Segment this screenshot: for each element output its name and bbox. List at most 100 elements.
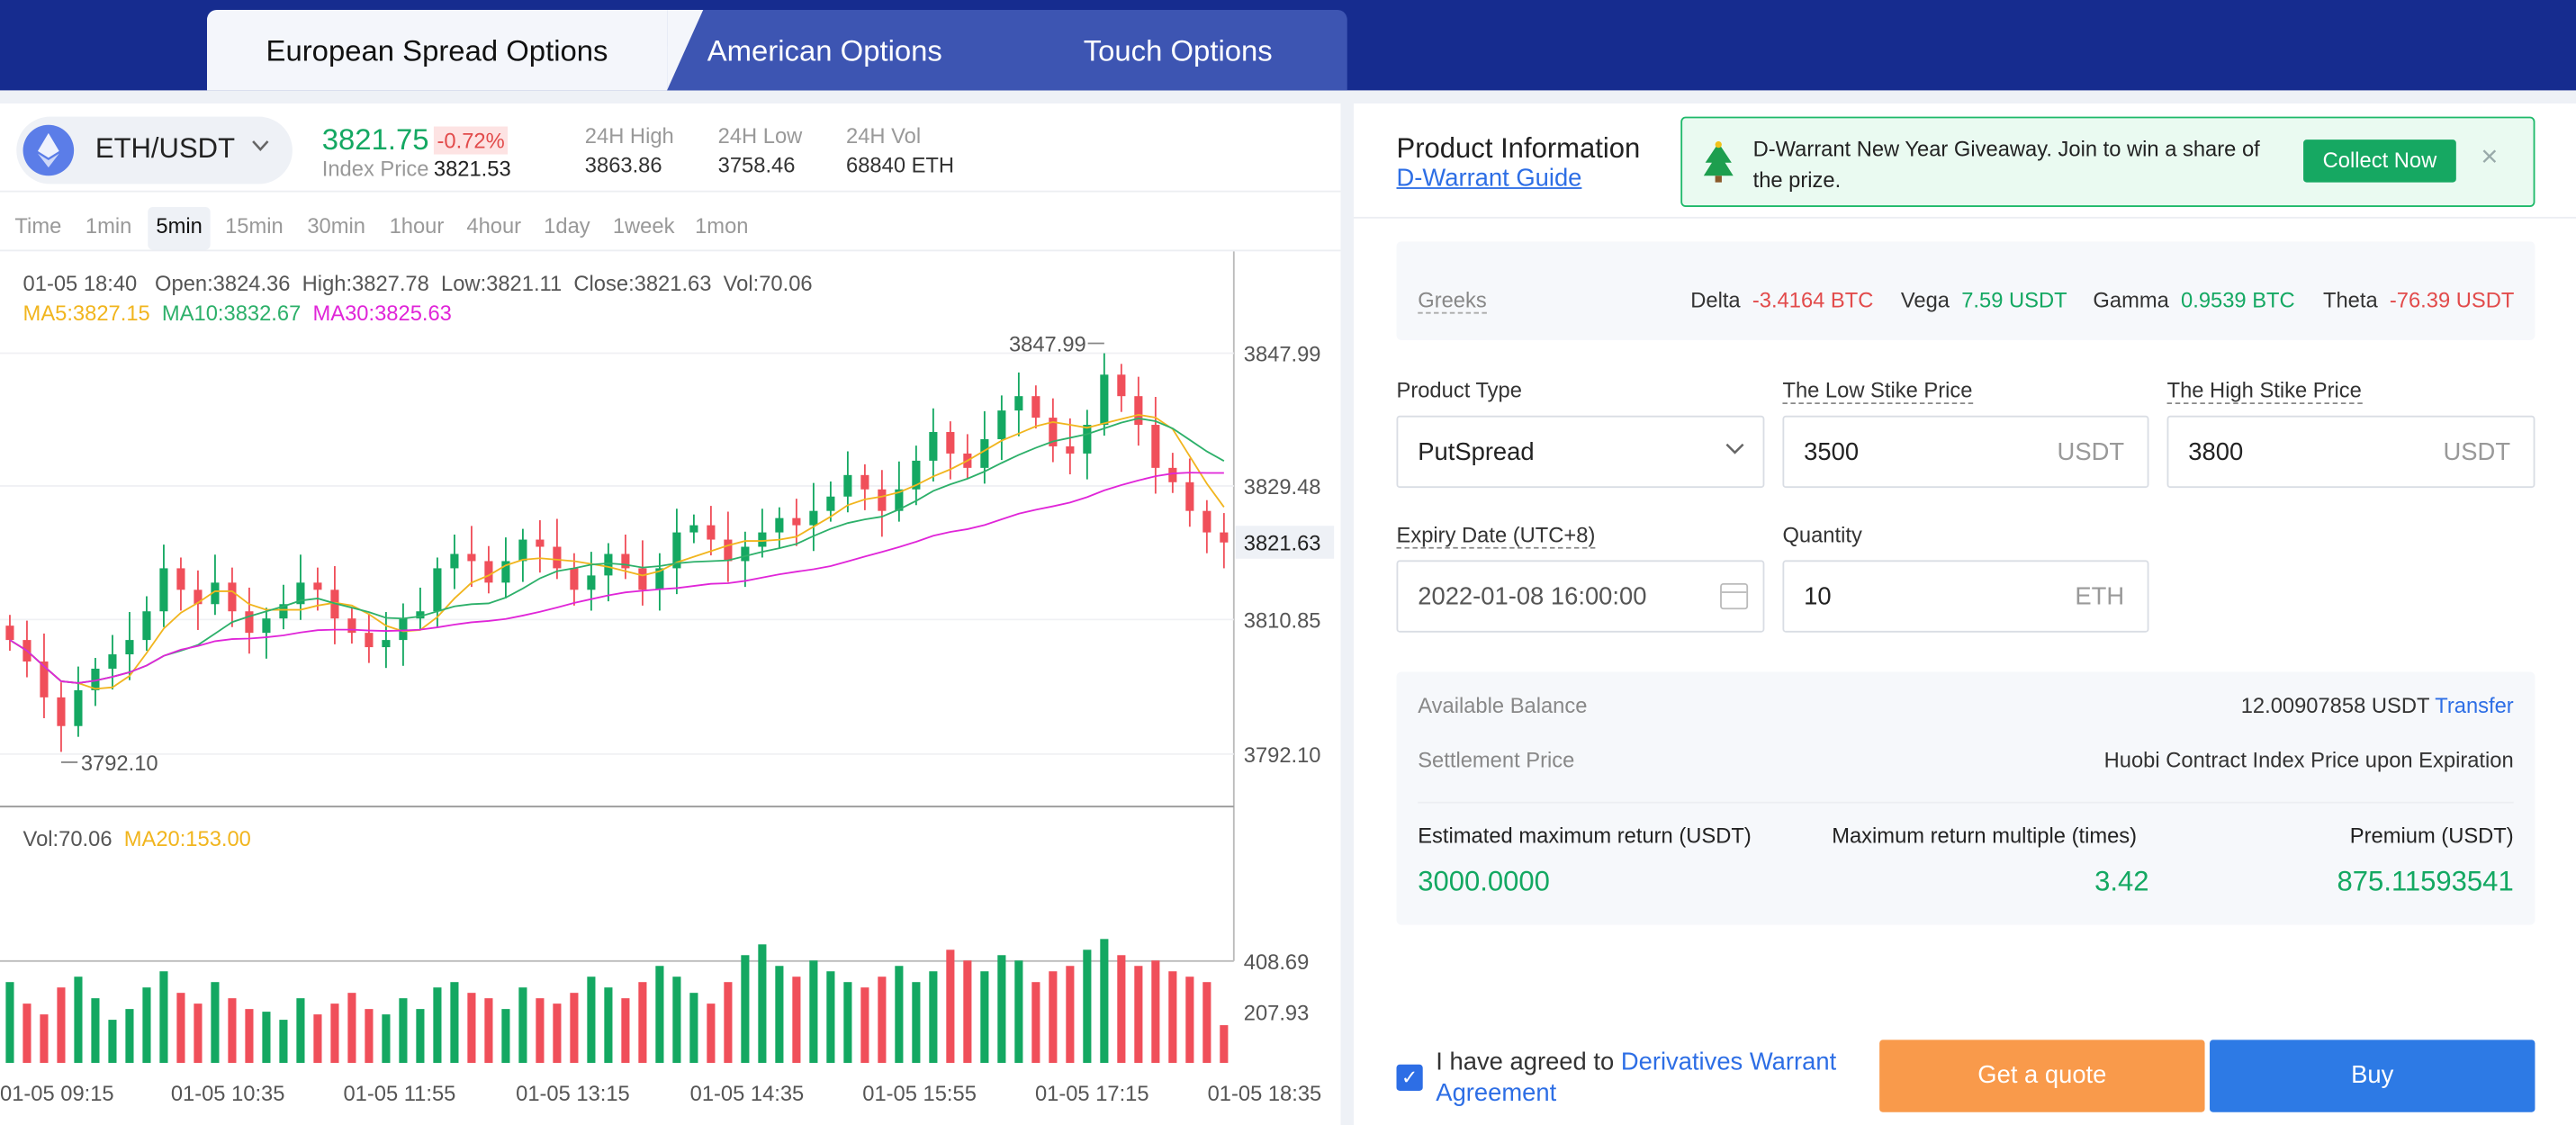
candle [194, 570, 203, 630]
volume-bar [707, 1004, 716, 1063]
chart-canvas: 3847.99 3829.48 3810.85 3792.10 3821.63 408.6… [0, 251, 1335, 1106]
price-tick-label: 3829.48 [1244, 476, 1321, 500]
balance-label: Available Balance [1418, 693, 1588, 718]
agree-checkbox[interactable]: ✓ [1396, 1064, 1423, 1091]
tf-time[interactable]: Time [14, 213, 62, 238]
agreement-link[interactable]: Derivatives Warrant Agreement [1436, 1048, 1837, 1108]
candle [997, 395, 1006, 461]
candle [57, 682, 66, 752]
chevron-down-icon [1724, 437, 1747, 465]
candle [809, 482, 818, 552]
x-tick-label: 01-05 18:35 [1208, 1083, 1322, 1106]
candle [912, 446, 921, 506]
pair-label: ETH/USDT [95, 132, 236, 165]
candle [1014, 372, 1023, 436]
volume-bar [5, 982, 14, 1063]
candle [159, 544, 168, 627]
greeks-label[interactable]: Greeks [1418, 287, 1487, 314]
volume-bar [262, 1012, 271, 1063]
candle [1066, 418, 1075, 475]
volume-bar [1100, 939, 1109, 1063]
price-change-badge: -0.72% [433, 126, 509, 155]
tf-1mon[interactable]: 1mon [695, 213, 749, 238]
candle [74, 666, 83, 737]
candle [91, 658, 100, 706]
candle [313, 567, 322, 611]
collect-now-button[interactable]: Collect Now [2303, 140, 2456, 183]
volume-bar [1049, 971, 1058, 1063]
high-strike-input[interactable]: 3800 USDT [2166, 415, 2535, 489]
candle [125, 612, 134, 680]
min-price-label: 3792.10 [81, 752, 158, 776]
tf-4hour[interactable]: 4hour [466, 213, 522, 238]
volume-bar [501, 1009, 510, 1063]
calendar-icon [1720, 582, 1749, 610]
expiry-date-input[interactable]: 2022-01-08 16:00:00 [1396, 560, 1765, 633]
volume-bar [518, 987, 527, 1063]
tf-1week[interactable]: 1week [612, 213, 675, 238]
tree-icon [1702, 140, 1735, 184]
tf-1hour[interactable]: 1hour [389, 213, 445, 238]
tab-european-spread[interactable]: European Spread Options [206, 9, 704, 91]
close-icon[interactable]: × [2481, 140, 2499, 173]
timeframe-bar: Time 1min 5min 15min 30min 1hour 4hour 1… [0, 199, 1340, 250]
candle [1031, 385, 1040, 429]
candle [518, 528, 527, 582]
settlement-value: Huobi Contract Index Price upon Expirati… [2103, 747, 2514, 772]
transfer-link[interactable]: Transfer [2435, 693, 2514, 718]
volume-bar [775, 966, 784, 1063]
candle [604, 543, 613, 602]
giveaway-banner: D-Warrant New Year Giveaway. Join to win… [1680, 116, 2535, 207]
tf-5min[interactable]: 5min [148, 206, 211, 250]
price-tick-label: 3810.85 [1244, 610, 1321, 634]
candle [211, 554, 220, 616]
greek-theta: Theta -76.39 USDT [2322, 287, 2515, 312]
candle [792, 499, 801, 546]
volume-bar [450, 982, 459, 1063]
product-type-label: Product Type [1396, 377, 1522, 403]
tab-american[interactable]: American Options [707, 34, 942, 68]
d-warrant-guide-link[interactable]: D-Warrant Guide [1396, 164, 1582, 193]
volume-bar [724, 982, 733, 1063]
volume-bar [399, 998, 408, 1063]
ma10-line [9, 417, 1225, 684]
buy-button[interactable]: Buy [2210, 1040, 2535, 1112]
tab-touch[interactable]: Touch Options [1083, 34, 1273, 68]
candle [536, 520, 545, 573]
x-tick-label: 01-05 11:55 [343, 1083, 455, 1106]
volume-bar [895, 966, 904, 1063]
volume-bar [1202, 982, 1211, 1063]
chart-panel: ETH/USDT 3821.75 -0.72% Index Price 3821… [0, 103, 1341, 1125]
volume-bar [689, 993, 698, 1063]
product-type-select[interactable]: PutSpread [1396, 415, 1765, 489]
volume-bar [467, 993, 476, 1063]
volume-bar [860, 987, 869, 1063]
candle [724, 511, 733, 582]
tf-1day[interactable]: 1day [544, 213, 590, 238]
x-tick-label: 01-05 17:15 [1035, 1083, 1149, 1106]
candle [142, 596, 151, 652]
get-quote-button[interactable]: Get a quote [1879, 1040, 2205, 1112]
quantity-label: Quantity [1782, 522, 1862, 547]
candlestick-chart[interactable]: 01-05 18:40 Open:3824.36 High:3827.78 Lo… [0, 251, 1340, 1125]
tf-1min[interactable]: 1min [85, 213, 132, 238]
tf-30min[interactable]: 30min [307, 213, 365, 238]
volume-bar [655, 966, 664, 1063]
low-strike-input[interactable]: 3500 USDT [1782, 415, 2149, 489]
candle [1049, 398, 1058, 463]
candle [1220, 513, 1229, 569]
candle [382, 612, 391, 669]
tf-15min[interactable]: 15min [225, 213, 284, 238]
volume-bar [1014, 960, 1023, 1063]
candle [416, 587, 425, 630]
volume-bar [23, 1004, 32, 1063]
pair-selector[interactable]: ETH/USDT [16, 116, 293, 184]
volume-bar [382, 1014, 391, 1063]
vol-readout: Vol:70.06 MA20:153.00 [23, 826, 251, 851]
volume-bar [142, 987, 151, 1063]
volume-bar [792, 976, 801, 1063]
balance-value: 12.00907858 USDT Transfer [2240, 693, 2514, 718]
premium-value: 875.11593541 [2337, 865, 2514, 897]
x-tick-label: 01-05 15:55 [862, 1083, 977, 1106]
quantity-input[interactable]: 10 ETH [1782, 560, 2149, 633]
